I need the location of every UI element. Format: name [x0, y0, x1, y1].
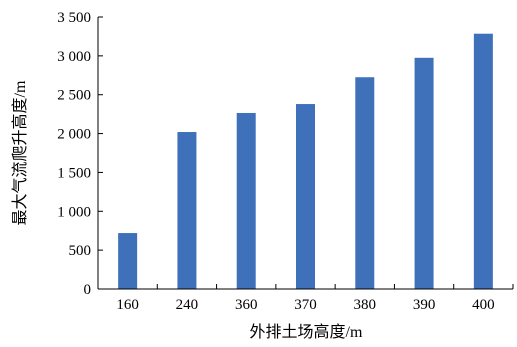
- bar-160: [118, 233, 138, 289]
- bar-370: [296, 104, 315, 289]
- bar-380: [355, 77, 375, 289]
- x-tick-label: 400: [472, 297, 495, 313]
- y-tick-label: 1 500: [57, 165, 91, 181]
- x-axis-title: 外排土场高度/m: [250, 323, 363, 341]
- x-tick-label: 390: [413, 297, 436, 313]
- x-axis: 160 240 360 370 380 390 400: [97, 284, 514, 313]
- y-tick-label: 500: [69, 243, 92, 259]
- y-tick-label: 3 000: [57, 49, 91, 65]
- x-tick-label: 160: [116, 297, 139, 313]
- bar-400: [473, 33, 493, 289]
- x-tick-label: 240: [176, 297, 199, 313]
- y-tick-label: 0: [84, 282, 92, 298]
- x-tick-label: 380: [354, 297, 377, 313]
- bars-group: [118, 33, 493, 289]
- x-tick-label: 370: [294, 297, 317, 313]
- bar-240: [177, 132, 197, 289]
- bar-360: [236, 112, 256, 289]
- y-tick-label: 1 000: [57, 204, 91, 220]
- y-axis: 0 500 1 000 1 500 2 000 2 500 3 000 3 500: [57, 10, 103, 298]
- y-axis-title: 最大气流爬升高度/m: [11, 80, 29, 225]
- y-tick-label: 3 500: [57, 10, 91, 26]
- bar-390: [414, 57, 434, 289]
- y-tick-label: 2 500: [57, 88, 91, 104]
- y-tick-label: 2 000: [57, 127, 91, 143]
- x-tick-label: 360: [235, 297, 258, 313]
